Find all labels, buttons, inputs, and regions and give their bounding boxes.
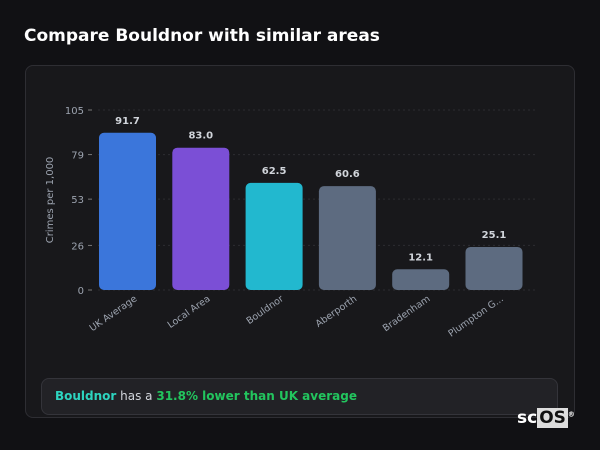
x-tick-label: UK Average: [88, 293, 140, 334]
summary-text: has a: [116, 389, 157, 403]
bar-bradenham[interactable]: [392, 269, 450, 290]
page-title: Compare Bouldnor with similar areas: [24, 26, 380, 46]
y-tick-label: 53: [71, 195, 84, 206]
bar-local-area[interactable]: [172, 147, 230, 290]
data-label: 83.0: [188, 131, 213, 142]
x-tick-label: Aberporth: [314, 293, 359, 329]
x-tick-label: Plumpton G...: [446, 293, 505, 339]
bar-aberporth[interactable]: [318, 186, 376, 290]
scos-logo: sc OS ®: [517, 408, 575, 428]
bar-bouldnor[interactable]: [245, 182, 303, 290]
data-label: 60.6: [335, 169, 360, 180]
data-label: 91.7: [115, 116, 140, 127]
x-tick-label: Bradenham: [381, 293, 433, 334]
bar-uk-average[interactable]: [99, 132, 156, 290]
y-tick-label: 0: [78, 286, 84, 297]
data-label: 25.1: [482, 230, 507, 241]
comparison-summary: Bouldnor has a 31.8% lower than UK avera…: [41, 378, 558, 415]
x-tick-label: Bouldnor: [244, 293, 285, 327]
data-label: 62.5: [262, 166, 287, 177]
summary-highlight: 31.8% lower than UK average: [156, 389, 357, 403]
y-tick-label: 26: [71, 241, 84, 252]
x-tick-label: Local Area: [166, 293, 213, 330]
y-tick-label: 105: [65, 106, 84, 117]
y-axis-label: Crimes per 1,000: [45, 157, 56, 244]
bar-plumpton-g-[interactable]: [465, 246, 523, 290]
data-label: 12.1: [408, 252, 433, 263]
area-name: Bouldnor: [55, 389, 117, 403]
y-tick-label: 79: [71, 151, 84, 162]
